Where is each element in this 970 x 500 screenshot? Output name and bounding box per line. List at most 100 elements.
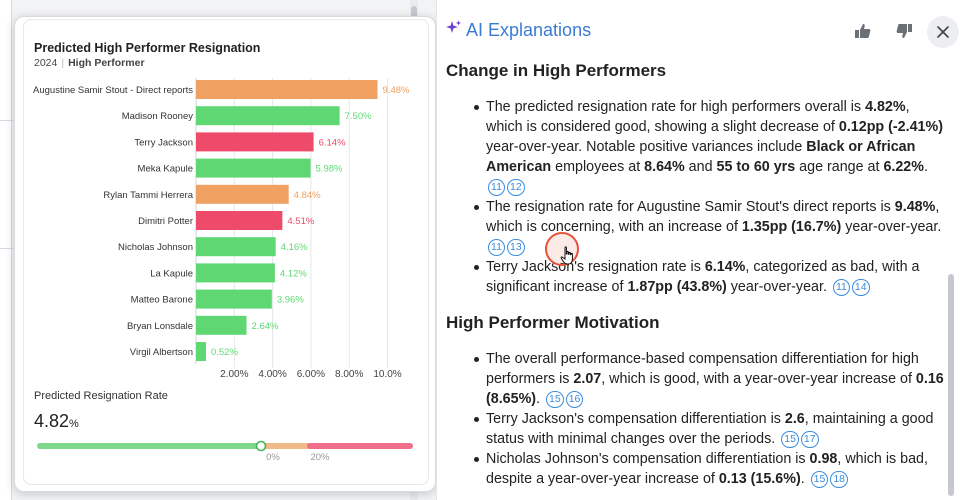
- chart-filter: High Performer: [68, 57, 145, 69]
- category-label: Nicholas Johnson: [118, 242, 193, 253]
- explanation-bullet: Nicholas Johnson's compensation differen…: [446, 449, 946, 489]
- citation-ref-15[interactable]: 15: [810, 471, 829, 488]
- explanation-bullet: The overall performance-based compensati…: [446, 349, 946, 409]
- gauge-tick-label: 0%: [266, 452, 280, 463]
- citation-ref-11[interactable]: 11: [832, 279, 850, 296]
- data-label: 4.84%: [294, 190, 321, 201]
- chart-year: 2024: [34, 57, 58, 69]
- click-highlight: [545, 232, 579, 266]
- category-label: Dimitri Potter: [138, 216, 193, 227]
- highlight-value: 4.82%: [865, 99, 906, 115]
- explanation-bullet: Terry Jackson's compensation differentia…: [446, 409, 946, 449]
- panel-title: AI Explanations: [446, 20, 591, 41]
- highlight-value: 9.48%: [894, 199, 936, 215]
- category-label: Augustine Samir Stout - Direct reports: [33, 85, 193, 96]
- category-label: Madison Rooney: [122, 111, 194, 122]
- highlight-value: 1.35pp (16.7%): [741, 219, 842, 235]
- citation-ref-15[interactable]: 15: [546, 391, 564, 408]
- citation-ref-18[interactable]: 18: [830, 471, 849, 488]
- background-app: [0, 0, 12, 500]
- bar: [196, 106, 340, 126]
- highlight-value: 6.14%: [704, 259, 746, 275]
- sparkle-icon: [446, 20, 462, 41]
- x-tick-label: 2.00%: [220, 369, 248, 380]
- data-label: 5.98%: [316, 164, 343, 175]
- highlight-value: 6.22%: [883, 159, 924, 175]
- highlight-value: 0.13 (15.6%): [718, 471, 801, 487]
- section-heading-motivation: High Performer Motivation: [446, 313, 660, 332]
- citation-ref-15[interactable]: 15: [781, 431, 799, 448]
- chart-title: Predicted High Performer Resignation: [34, 41, 261, 55]
- category-label: Bryan Lonsdale: [127, 321, 193, 332]
- gauge-tick-label: 20%: [310, 452, 330, 463]
- rate-number: 4.82: [34, 411, 70, 431]
- panel-scrollbar-thumb[interactable]: [948, 274, 954, 496]
- bar: [196, 184, 289, 204]
- data-label: 4.12%: [280, 268, 307, 279]
- highlight-value: 8.64%: [644, 159, 685, 175]
- x-tick-label: 10.0%: [373, 369, 401, 380]
- citation-ref-16[interactable]: 16: [565, 391, 584, 408]
- background-divider: [0, 248, 22, 249]
- gauge-marker: [255, 440, 267, 452]
- category-label: La Kapule: [150, 268, 193, 279]
- chart-card-frame: [23, 19, 429, 485]
- bar: [196, 237, 276, 257]
- bar: [196, 80, 378, 99]
- bar: [196, 263, 275, 283]
- bar: [196, 315, 247, 335]
- panel-title-text: AI Explanations: [466, 20, 592, 40]
- bar: [196, 158, 311, 178]
- data-label: 6.14%: [319, 137, 346, 148]
- data-label: 4.16%: [281, 242, 308, 253]
- close-icon: [937, 26, 949, 38]
- thumbs-down-icon[interactable]: [893, 20, 915, 42]
- category-label: Matteo Barone: [131, 295, 193, 306]
- thumbs-up-icon[interactable]: [852, 20, 874, 42]
- category-label: Rylan Tammi Herrera: [103, 190, 193, 201]
- chart-subtitle: 2024 | High Performer: [34, 57, 145, 69]
- highlight-value: 2.07: [573, 371, 602, 387]
- motivation-bullet-list: The overall performance-based compensati…: [446, 349, 946, 489]
- background-divider: [0, 120, 22, 121]
- rate-value: 4.82%: [34, 411, 79, 432]
- close-button[interactable]: [927, 16, 959, 48]
- category-label: Meka Kapule: [138, 164, 193, 175]
- citation-ref-14[interactable]: 14: [851, 279, 870, 296]
- highlight-value: 2.6: [784, 411, 805, 427]
- citation-ref-11[interactable]: 11: [488, 179, 505, 196]
- category-label: Virgil Albertson: [130, 347, 193, 358]
- rate-label: Predicted Resignation Rate: [34, 390, 168, 402]
- highlight-value: Black or African American: [486, 139, 916, 175]
- hand-cursor-icon: [560, 246, 573, 265]
- explanation-bullet: Terry Jackson's resignation rate is 6.14…: [446, 257, 946, 297]
- highlight-value: 0.16 (8.65%): [486, 371, 944, 407]
- x-tick-label: 8.00%: [335, 369, 363, 380]
- highlight-value: 0.12pp (-2.41%): [838, 119, 943, 135]
- data-label: 3.96%: [277, 295, 304, 306]
- bar: [196, 289, 272, 309]
- citation-ref-12[interactable]: 12: [507, 179, 525, 196]
- bar: [196, 132, 314, 152]
- highlight-value: 1.87pp (43.8%): [627, 279, 727, 295]
- category-label: Terry Jackson: [134, 137, 193, 148]
- data-label: 2.64%: [252, 321, 279, 332]
- x-tick-label: 6.00%: [297, 369, 325, 380]
- explanation-bullet: The resignation rate for Augustine Samir…: [446, 197, 946, 257]
- data-label: 4.51%: [287, 216, 314, 227]
- data-label: 0.52%: [211, 347, 238, 358]
- citation-ref-17[interactable]: 17: [800, 431, 819, 448]
- bar: [196, 342, 206, 361]
- subtitle-separator: |: [61, 57, 65, 69]
- ai-explanations-panel: [436, 0, 970, 500]
- bar: [196, 211, 283, 230]
- highlight-value: 55 to 60 yrs: [716, 159, 796, 175]
- explanation-bullet: The predicted resignation rate for high …: [446, 97, 946, 197]
- rate-unit: %: [69, 418, 79, 430]
- citation-ref-11[interactable]: 11: [488, 239, 505, 256]
- citation-ref-13[interactable]: 13: [507, 239, 525, 256]
- change-bullet-list: The predicted resignation rate for high …: [446, 97, 946, 297]
- data-label: 7.50%: [345, 111, 372, 122]
- data-label: 9.48%: [383, 85, 410, 96]
